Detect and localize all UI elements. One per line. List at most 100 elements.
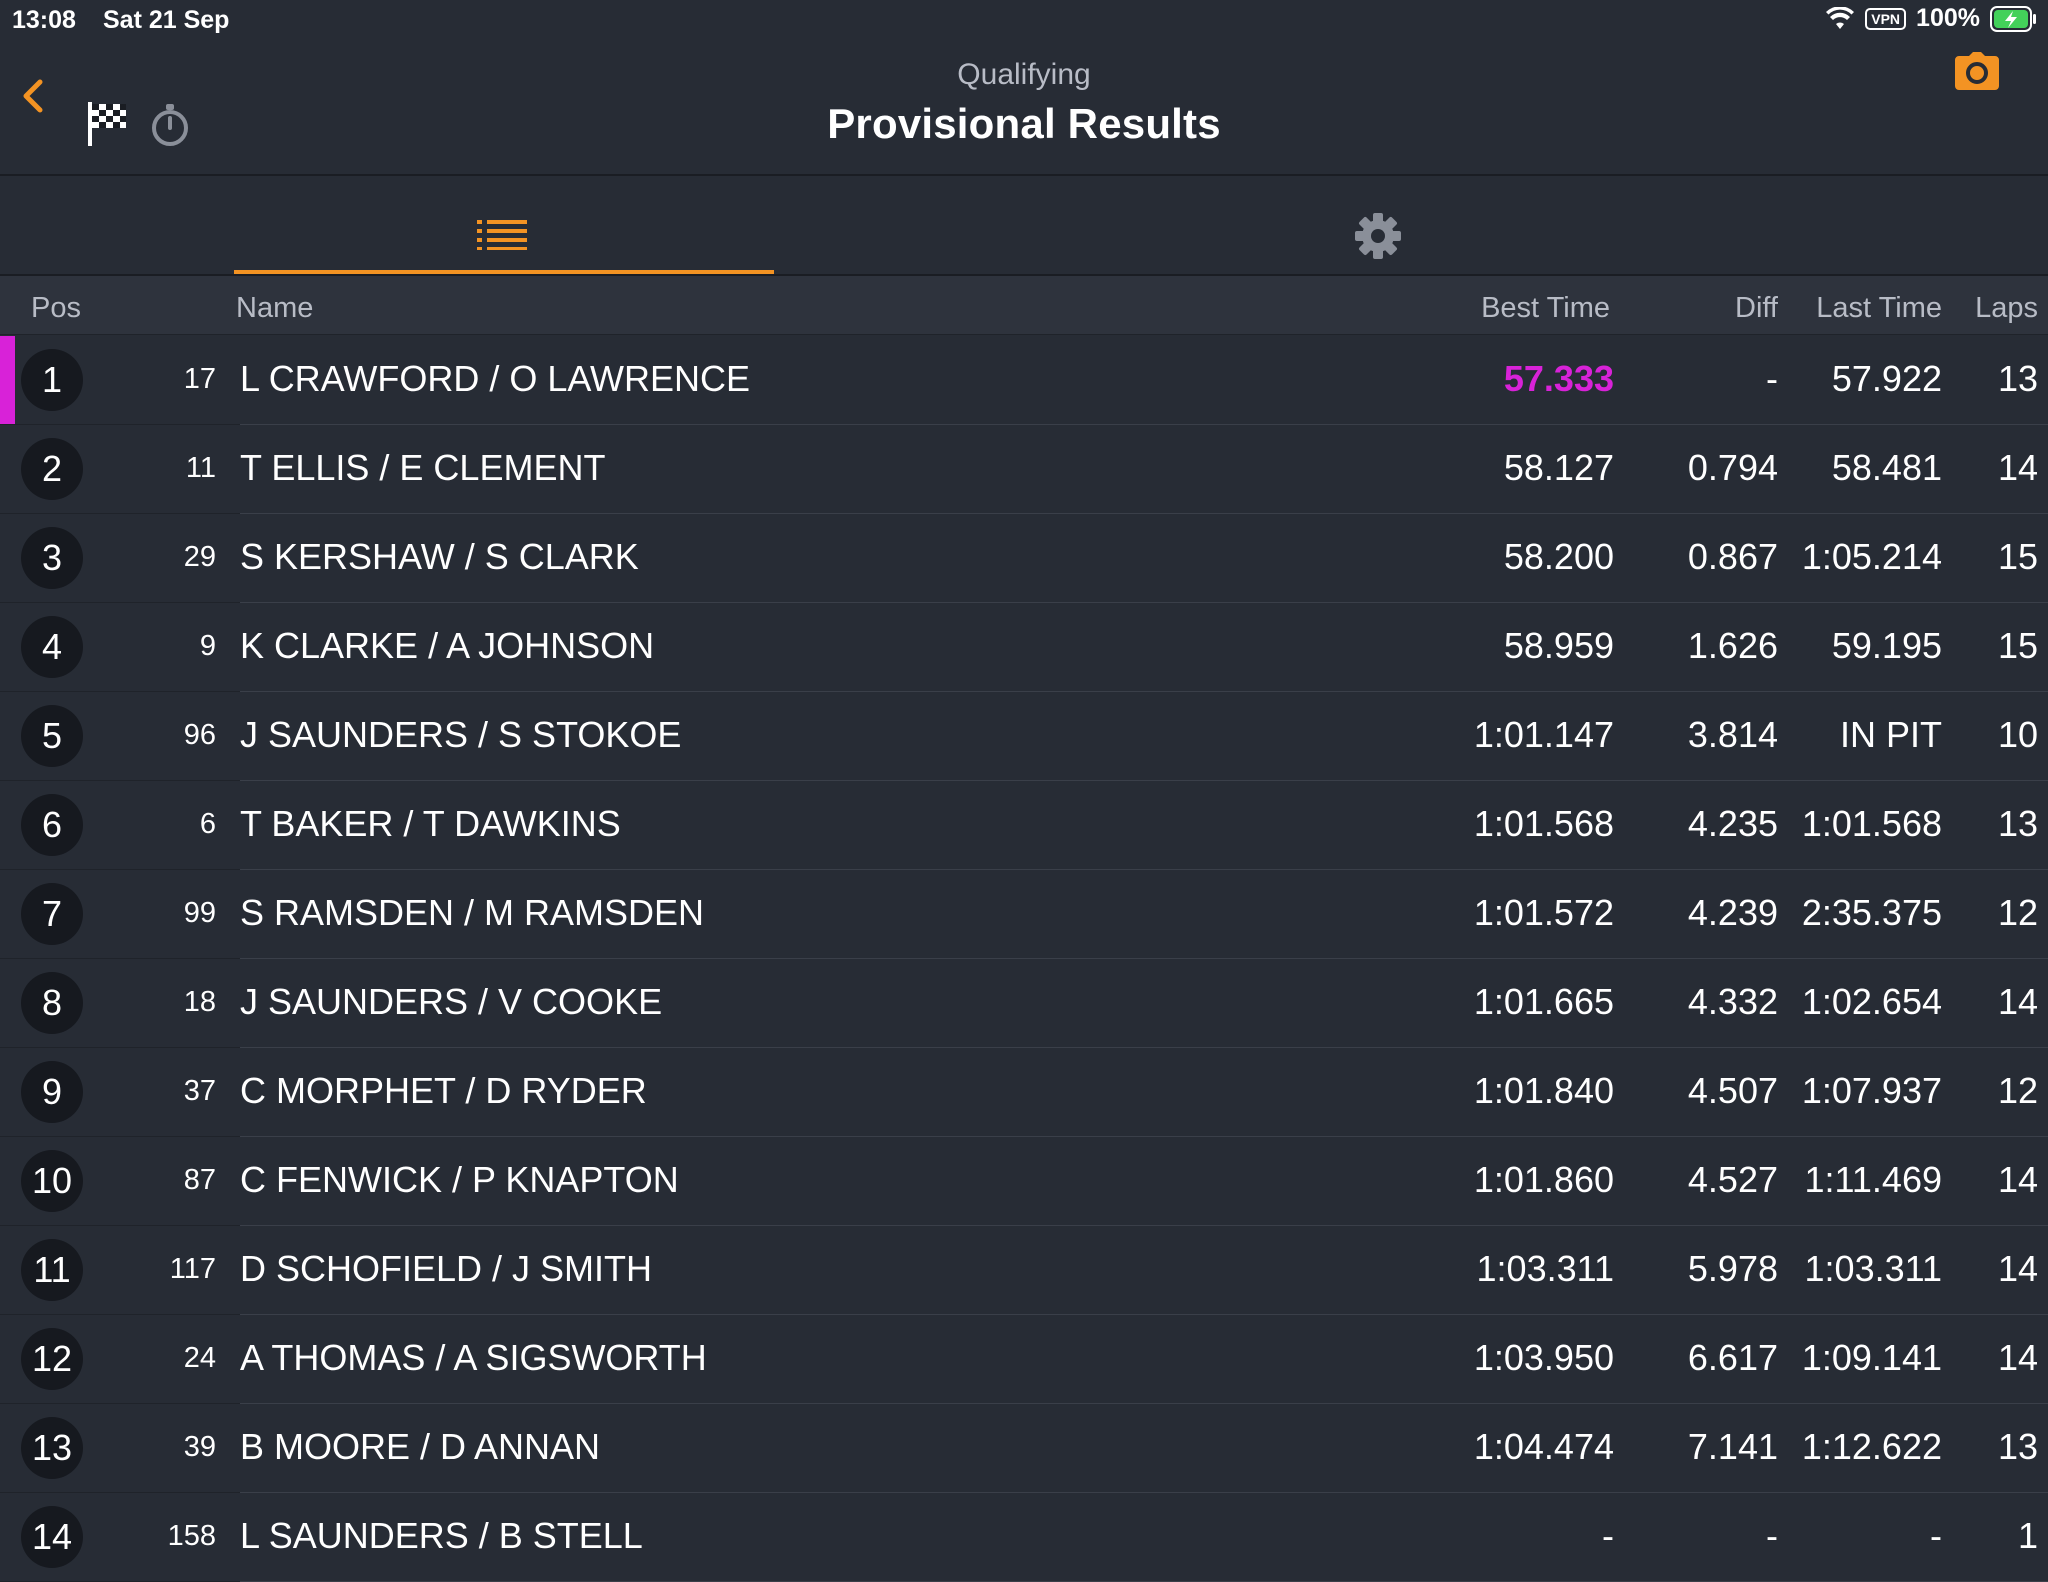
position-number: 12 [31, 1338, 73, 1379]
driver-names: C FENWICK / P KNAPTON [240, 1159, 679, 1200]
best-time: 58.959 [1503, 625, 1614, 666]
results-column-headers: Pos Name Best Time Diff Last Time Laps [0, 276, 2048, 335]
table-row[interactable]: 5 96 J SAUNDERS / S STOKOE 1:01.147 3.814 IN … [0, 692, 2048, 781]
back-button[interactable] [14, 60, 64, 120]
driver-names: T ELLIS / E CLEMENT [240, 447, 606, 488]
fastest-lap-marker [0, 336, 15, 424]
best-time: 1:03.311 [1476, 1248, 1614, 1289]
row-divider [240, 869, 2048, 870]
position-badge: 6 [21, 794, 83, 856]
time-diff: 1.626 [1687, 625, 1778, 666]
car-number: 11 [185, 452, 216, 484]
position-number: 4 [41, 626, 63, 667]
tab-settings[interactable] [1300, 176, 1460, 274]
col-laps: Laps [1975, 292, 2038, 324]
session-subtitle: Qualifying [957, 58, 1091, 91]
position-badge: 12 [21, 1328, 83, 1390]
position-number: 14 [31, 1516, 73, 1557]
position-badge: 13 [21, 1417, 83, 1479]
col-name: Name [236, 292, 314, 324]
driver-names: S KERSHAW / S CLARK [240, 536, 639, 577]
time-diff: 4.235 [1687, 803, 1778, 844]
col-pos: Pos [31, 292, 81, 324]
screenshot-button[interactable] [1955, 52, 1999, 95]
row-divider [240, 1492, 2048, 1493]
lap-count: 14 [1997, 1337, 2038, 1378]
driver-names: S RAMSDEN / M RAMSDEN [240, 892, 705, 933]
best-time: 1:03.950 [1473, 1337, 1614, 1378]
driver-names: T BAKER / T DAWKINS [240, 803, 621, 844]
position-badge: 14 [21, 1506, 83, 1568]
driver-names: B MOORE / D ANNAN [240, 1426, 601, 1467]
last-time: 1:09.141 [1801, 1337, 1942, 1378]
time-diff: 7.141 [1687, 1426, 1778, 1467]
position-number: 3 [41, 537, 63, 578]
best-time: 1:01.665 [1473, 981, 1614, 1022]
car-number: 18 [183, 986, 216, 1018]
table-row[interactable]: 14 158 L SAUNDERS / B STELL - - - 1 [0, 1493, 2048, 1582]
lap-count: 12 [1997, 1070, 2038, 1111]
position-number: 6 [41, 804, 63, 845]
position-badge: 7 [21, 883, 83, 945]
last-time: 1:11.469 [1804, 1159, 1942, 1200]
position-badge: 8 [21, 972, 83, 1034]
battery-charging-icon [1990, 5, 2036, 32]
best-time: 1:01.840 [1473, 1070, 1614, 1111]
vpn-badge: VPN [1865, 7, 1907, 30]
row-divider [240, 1225, 2048, 1226]
car-number: 87 [183, 1164, 216, 1196]
results-table: 1 17 L CRAWFORD / O LAWRENCE 57.333-57.922 1… [0, 336, 2048, 1582]
lap-count: 13 [1997, 358, 2038, 399]
tab-results-list[interactable] [234, 176, 774, 274]
table-row[interactable]: 12 24 A THOMAS / A SIGSWORTH 1:03.950 6.617 1… [0, 1315, 2048, 1404]
col-last-time: Last Time [1816, 292, 1942, 324]
lap-count: 13 [1997, 1426, 2038, 1467]
best-time: 1:01.147 [1473, 714, 1614, 755]
table-row[interactable]: 11 117 D SCHOFIELD / J SMITH 1:03.311 5.978 1… [0, 1226, 2048, 1315]
col-best-time: Best Time [1481, 292, 1610, 324]
table-row[interactable]: 4 9 K CLARKE / A JOHNSON 58.959 1.626 59.195 1… [0, 603, 2048, 692]
car-number: 6 [199, 808, 216, 840]
lap-count: 12 [1997, 892, 2038, 933]
driver-names: C MORPHET / D RYDER [240, 1070, 647, 1111]
driver-names: L SAUNDERS / B STELL [240, 1515, 643, 1556]
time-diff: 4.527 [1687, 1159, 1778, 1200]
best-time: 57.333 [1503, 358, 1614, 399]
table-row[interactable]: 1 17 L CRAWFORD / O LAWRENCE 57.333 - 57.922 1… [0, 336, 2048, 425]
row-divider [240, 602, 2048, 603]
lap-count: 10 [1997, 714, 2038, 755]
position-badge: 3 [21, 527, 83, 589]
col-diff: Diff [1735, 292, 1778, 324]
status-bar: 13:08 Sat 21 Sep VPN 100% [0, 0, 2048, 40]
last-time: 1:07.937 [1801, 1070, 1942, 1111]
last-time: 1:03.311 [1804, 1248, 1942, 1289]
time-diff: 6.617 [1687, 1337, 1778, 1378]
car-number: 117 [169, 1253, 216, 1285]
lap-count: 14 [1997, 1159, 2038, 1200]
position-number: 13 [31, 1427, 73, 1468]
car-number: 17 [183, 363, 216, 395]
row-divider [240, 1136, 2048, 1137]
table-row[interactable]: 8 18 J SAUNDERS / V COOKE 1:01.665 4.332 1:02… [0, 959, 2048, 1048]
lap-count: 15 [1997, 625, 2038, 666]
driver-names: J SAUNDERS / S STOKOE [240, 714, 682, 755]
wifi-icon [1826, 6, 1855, 29]
table-row[interactable]: 6 6 T BAKER / T DAWKINS 1:01.568 4.235 1:01.5… [0, 781, 2048, 870]
lap-count: 1 [2017, 1515, 2038, 1556]
table-row[interactable]: 10 87 C FENWICK / P KNAPTON 1:01.860 4.527 1:… [0, 1137, 2048, 1226]
time-diff: 5.978 [1687, 1248, 1778, 1289]
table-row[interactable]: 13 39 B MOORE / D ANNAN 1:04.474 7.141 1:12.6… [0, 1404, 2048, 1493]
table-row[interactable]: 9 37 C MORPHET / D RYDER 1:01.840 4.507 1:07.… [0, 1048, 2048, 1137]
position-badge: 11 [21, 1239, 83, 1301]
best-time: 1:01.860 [1473, 1159, 1614, 1200]
status-time: 13:08 [12, 6, 76, 34]
row-divider [240, 424, 2048, 425]
row-divider [240, 513, 2048, 514]
table-row[interactable]: 3 29 S KERSHAW / S CLARK 58.200 0.867 1:05.21… [0, 514, 2048, 603]
table-row[interactable]: 7 99 S RAMSDEN / M RAMSDEN 1:01.572 4.239 2:3… [0, 870, 2048, 959]
row-divider [240, 958, 2048, 959]
time-diff: 0.794 [1687, 447, 1778, 488]
lap-count: 14 [1997, 447, 2038, 488]
position-badge: 10 [21, 1150, 83, 1212]
table-row[interactable]: 2 11 T ELLIS / E CLEMENT 58.127 0.794 58.481 1… [0, 425, 2048, 514]
